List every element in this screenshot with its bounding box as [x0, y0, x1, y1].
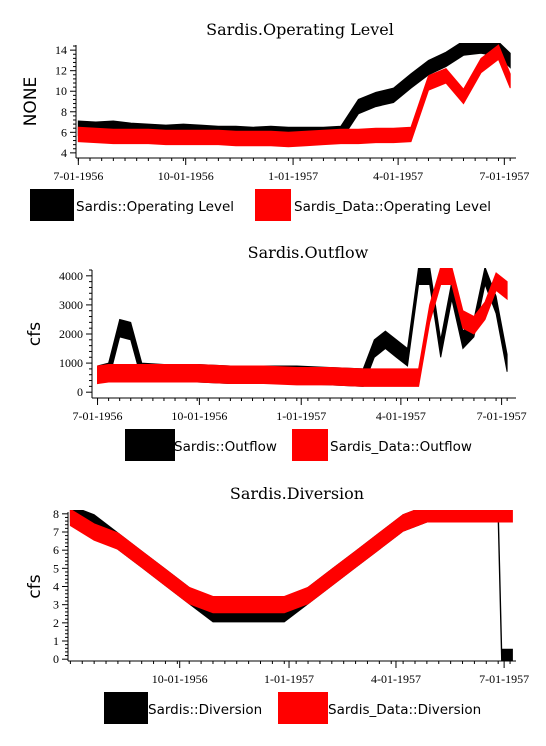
chart-title: Sardis.Operating Level [206, 20, 394, 39]
chart-title: Sardis.Outflow [248, 243, 369, 262]
y-tick-label: 5 [53, 561, 59, 575]
x-tick-label: 1-01-1957 [264, 672, 314, 686]
x-tick-label: 1-01-1957 [276, 409, 326, 423]
plot-area [69, 510, 513, 661]
y-tick-label: 8 [61, 105, 67, 119]
y-tick-label: 14 [55, 43, 67, 57]
y-axis-label: cfs [25, 322, 45, 346]
x-tick-label: 10-01-1956 [152, 672, 208, 686]
y-tick-label: 12 [55, 64, 67, 78]
x-tick-label: 10-01-1956 [171, 409, 227, 423]
legend-label-model: Sardis::Outflow [174, 439, 277, 455]
legend-label-model: Sardis::Diversion [148, 702, 262, 718]
y-axis-label: cfs [25, 574, 45, 598]
y-tick-label: 1000 [59, 356, 83, 370]
y-tick-label: 2 [53, 616, 59, 630]
plot-area [77, 43, 511, 148]
chart-panel-2: Sardis.Outflow 0 1000 2000 3000 4000 7-01-1956… [25, 243, 527, 461]
y-tick-label: 6 [53, 543, 59, 557]
y-tick-label: 8 [53, 507, 59, 521]
y-tick-label: 3 [53, 598, 59, 612]
y-tick-label: 3000 [59, 298, 83, 312]
x-tick-label: 7-01-1957 [477, 409, 527, 423]
series-band-model [77, 43, 511, 143]
y-tick-label: 4 [53, 580, 59, 594]
series-band-data [97, 268, 508, 387]
legend-swatch-data [292, 429, 328, 461]
y-tick-label: 7 [53, 525, 59, 539]
legend-swatch-data [278, 692, 328, 724]
x-tick-label: 1-01-1957 [268, 169, 318, 183]
x-tick-label: 7-01-1956 [73, 409, 123, 423]
y-tick-label: 10 [55, 84, 67, 98]
legend-label-data: Sardis_Data::Outflow [330, 439, 472, 455]
y-tick-label: 4000 [59, 269, 83, 283]
series-band-data [77, 44, 511, 148]
x-tick-label: 4-01-1957 [373, 169, 423, 183]
series-band-data [69, 510, 513, 614]
x-tick-label: 7-01-1957 [479, 672, 529, 686]
legend-swatch-model [125, 429, 175, 461]
chart-title: Sardis.Diversion [230, 484, 364, 503]
y-tick-label: 1 [53, 634, 59, 648]
y-tick-label: 0 [53, 652, 59, 666]
x-tick-label: 10-01-1956 [158, 169, 214, 183]
x-tick-label: 7-01-1956 [53, 169, 103, 183]
legend-label-data: Sardis_Data::Operating Level [294, 199, 491, 215]
legend-swatch-model [104, 692, 148, 724]
y-tick-label: 6 [61, 125, 67, 139]
y-tick-label: 2000 [59, 327, 83, 341]
x-tick-label: 7-01-1957 [479, 169, 529, 183]
legend-swatch-model [30, 189, 74, 221]
y-tick-label: 0 [77, 385, 83, 399]
chart-panel-3: Sardis.Diversion 0 1 2 3 4 5 6 7 8 10-01-1956 1-01-… [25, 484, 529, 724]
x-tick-label: 4-01-1957 [376, 409, 426, 423]
chart-panel-1: Sardis.Operating Level 4 6 8 10 12 14 7-01-1956… [21, 20, 529, 221]
series-band-model [69, 510, 513, 661]
legend-label-data: Sardis_Data::Diversion [328, 702, 481, 718]
legend-swatch-data [255, 189, 291, 221]
legend-label-model: Sardis::Operating Level [76, 199, 234, 215]
y-tick-label: 4 [61, 146, 67, 160]
plot-area [97, 268, 508, 387]
y-axis-label: NONE [21, 77, 41, 127]
x-tick-label: 4-01-1957 [371, 672, 421, 686]
